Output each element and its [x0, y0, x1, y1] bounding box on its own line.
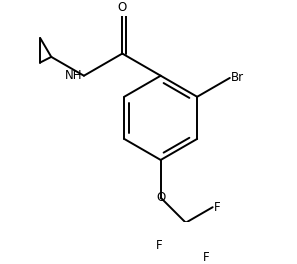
Text: NH: NH [65, 69, 83, 82]
Text: O: O [118, 1, 127, 14]
Text: F: F [214, 201, 220, 214]
Text: F: F [156, 239, 162, 252]
Text: F: F [202, 251, 209, 264]
Text: Br: Br [231, 72, 244, 84]
Text: O: O [156, 191, 165, 204]
